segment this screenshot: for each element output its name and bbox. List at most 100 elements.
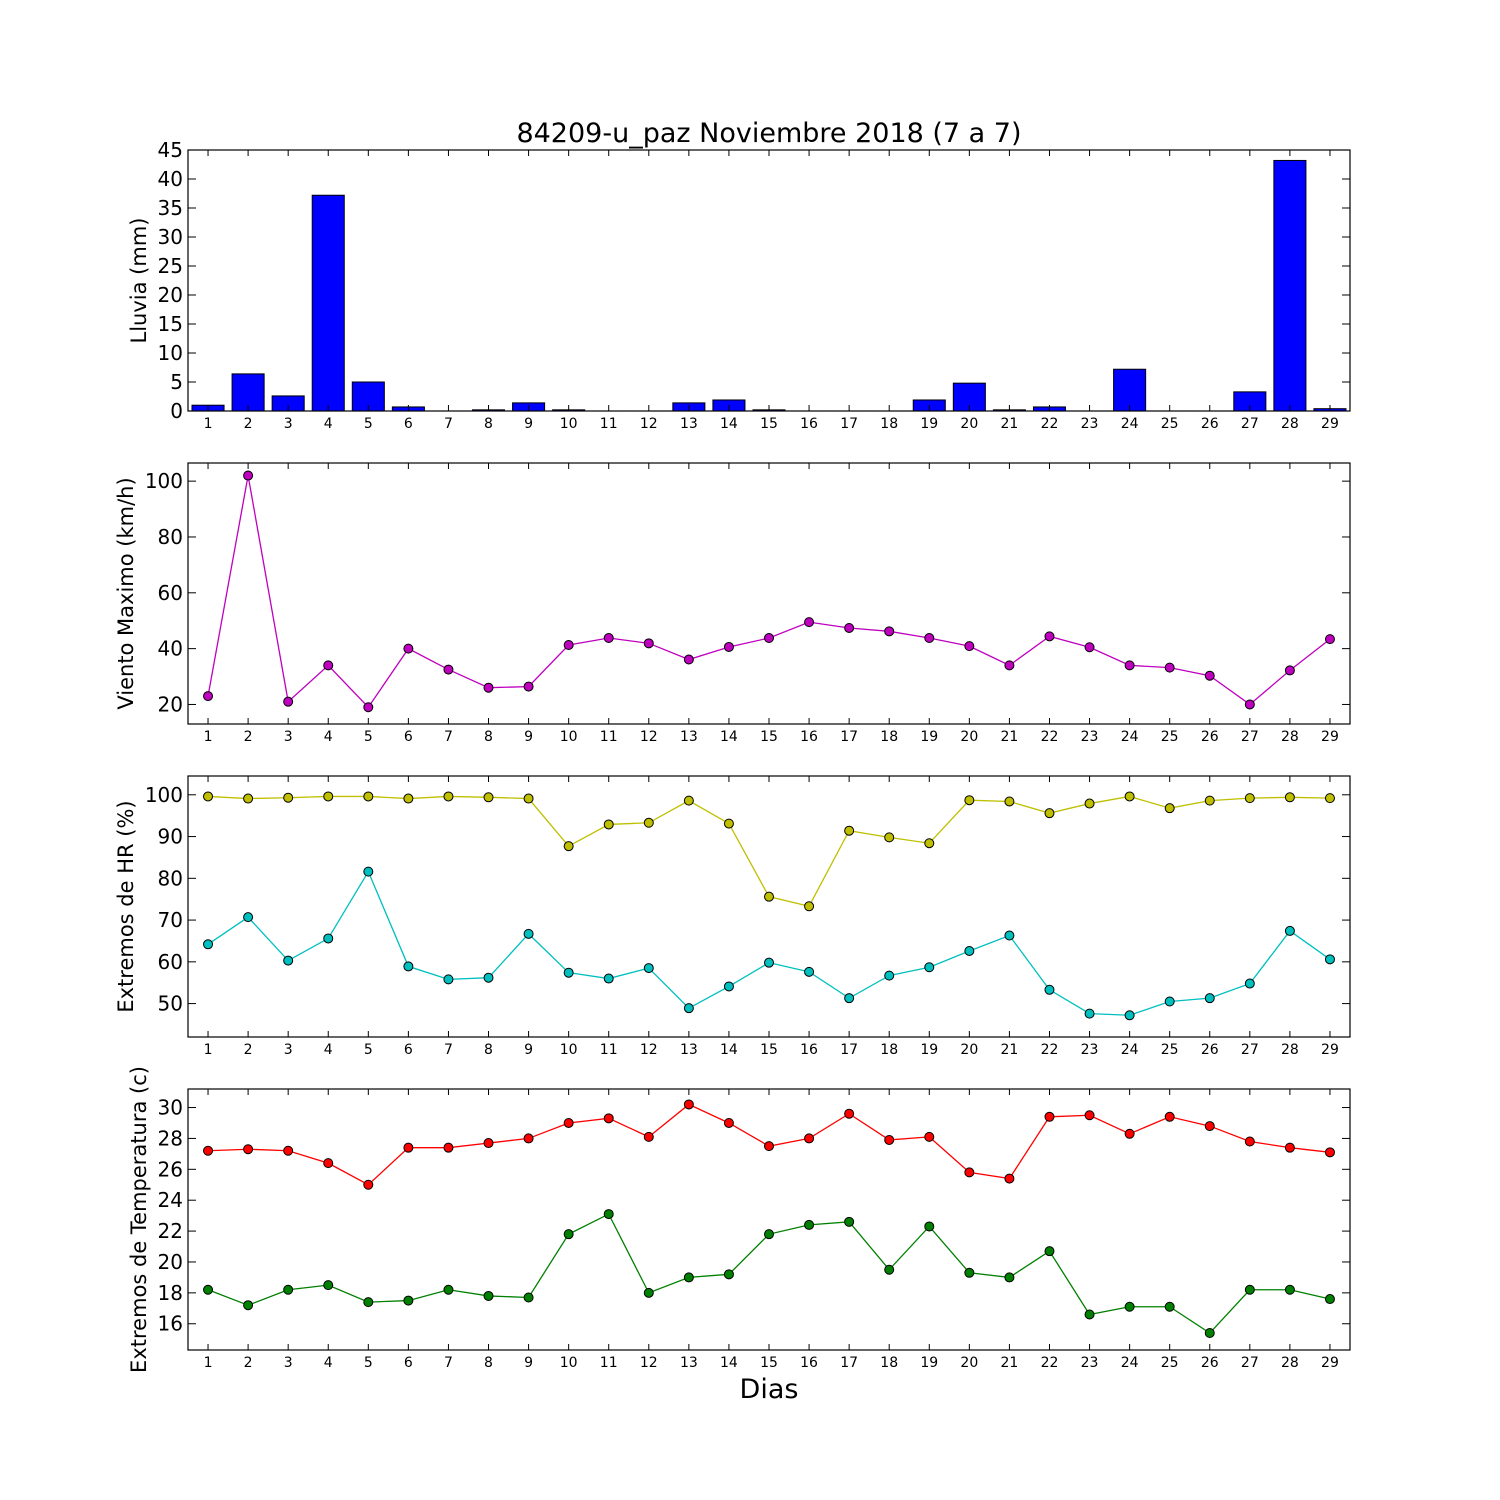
x-tick-label: 12 [640, 416, 658, 432]
x-tick-label: 9 [524, 1042, 533, 1058]
x-tick-label: 24 [1121, 416, 1139, 432]
point-series-2-day-4 [323, 933, 334, 944]
x-tick-label: 3 [284, 1042, 293, 1058]
point-series-1-day-20 [964, 641, 975, 652]
x-tick-label: 1 [204, 1355, 213, 1371]
y-tick-label: 100 [145, 469, 183, 493]
point-series-1-day-26 [1204, 795, 1215, 806]
y-tick-label: 20 [158, 1250, 183, 1274]
x-tick-label: 4 [324, 1042, 333, 1058]
y-axis-label: Viento Maximo (km/h) [114, 477, 138, 709]
x-tick-label: 28 [1281, 1042, 1299, 1058]
x-tick-label: 11 [600, 1355, 618, 1371]
x-tick-label: 14 [720, 729, 738, 745]
x-tick-label: 11 [600, 1042, 618, 1058]
y-axis-label: Lluvia (mm) [127, 218, 151, 344]
x-tick-label: 8 [484, 1355, 493, 1371]
x-tick-label: 2 [244, 416, 253, 432]
point-series-2-day-3 [283, 1284, 294, 1295]
x-tick-label: 11 [600, 729, 618, 745]
point-series-2-day-18 [884, 1264, 895, 1275]
point-series-2-day-13 [683, 1003, 694, 1014]
x-tick-label: 2 [244, 1355, 253, 1371]
x-tick-label: 28 [1281, 729, 1299, 745]
point-series-2-day-10 [563, 1229, 574, 1240]
x-tick-label: 5 [364, 416, 373, 432]
plot-frame [187, 462, 1351, 725]
x-tick-label: 25 [1161, 1042, 1179, 1058]
point-series-1-day-29 [1324, 793, 1335, 804]
x-tick-label: 27 [1241, 729, 1259, 745]
point-series-2-day-2 [243, 912, 254, 923]
point-series-2-day-7 [443, 974, 454, 985]
point-series-1-day-28 [1284, 665, 1295, 676]
x-tick-label: 17 [840, 1355, 858, 1371]
y-tick-label: 90 [158, 825, 183, 849]
x-tick-label: 13 [680, 729, 698, 745]
point-series-1-day-21 [1004, 796, 1015, 807]
y-axis-label: Extremos de HR (%) [114, 800, 138, 1012]
x-tick-label: 24 [1121, 1355, 1139, 1371]
x-tick-label: 14 [720, 1042, 738, 1058]
x-tick-label: 23 [1081, 1042, 1099, 1058]
x-tick-label: 18 [880, 1355, 898, 1371]
x-tick-label: 20 [960, 1355, 978, 1371]
y-tick-label: 5 [170, 370, 183, 394]
x-tick-label: 12 [640, 1355, 658, 1371]
x-tick-label: 7 [444, 416, 453, 432]
point-series-1-day-7 [443, 1142, 454, 1153]
point-series-2-day-11 [603, 1209, 614, 1220]
point-series-1-day-17 [844, 1108, 855, 1119]
point-series-1-day-10 [563, 1117, 574, 1128]
x-tick-label: 25 [1161, 416, 1179, 432]
point-series-1-day-16 [804, 901, 815, 912]
x-tick-label: 27 [1241, 416, 1259, 432]
y-tick-label: 40 [158, 167, 183, 191]
point-series-1-day-5 [363, 791, 374, 802]
point-series-1-day-16 [804, 1133, 815, 1144]
x-tick-label: 1 [204, 416, 213, 432]
point-series-2-day-23 [1084, 1008, 1095, 1019]
x-tick-label: 12 [640, 729, 658, 745]
y-tick-label: 25 [158, 254, 183, 278]
y-tick-label: 30 [158, 1096, 183, 1120]
point-series-2-day-20 [964, 1267, 975, 1278]
x-tick-label: 24 [1121, 1042, 1139, 1058]
x-tick-label: 23 [1081, 729, 1099, 745]
point-series-2-day-2 [243, 1300, 254, 1311]
point-series-1-day-16 [804, 617, 815, 628]
x-tick-label: 17 [840, 416, 858, 432]
point-series-1-day-14 [723, 818, 734, 829]
x-tick-label: 13 [680, 1355, 698, 1371]
x-tick-label: 3 [284, 1355, 293, 1371]
point-series-2-day-16 [804, 966, 815, 977]
x-tick-label: 1 [204, 729, 213, 745]
bar-day-24 [1113, 368, 1147, 412]
y-tick-label: 45 [158, 138, 183, 162]
x-tick-label: 5 [364, 1042, 373, 1058]
point-series-2-day-29 [1324, 1294, 1335, 1305]
panel-4: 1 2 3 4 5 6 7 8 9 10 11 12 13 14 15 16 17 18 19 20 21 22 23 24 2… [127, 1066, 1351, 1373]
point-series-1-day-5 [363, 1179, 374, 1190]
y-tick-label: 35 [158, 196, 183, 220]
y-tick-label: 26 [158, 1157, 183, 1181]
x-tick-label: 21 [1000, 1355, 1018, 1371]
x-tick-label: 26 [1201, 1355, 1219, 1371]
x-tick-label: 21 [1000, 1042, 1018, 1058]
x-tick-label: 29 [1321, 729, 1339, 745]
x-tick-label: 29 [1321, 416, 1339, 432]
point-series-2-day-8 [483, 1290, 494, 1301]
y-tick-label: 70 [158, 908, 183, 932]
x-tick-label: 13 [680, 1042, 698, 1058]
point-series-1-day-23 [1084, 642, 1095, 653]
point-series-2-day-8 [483, 972, 494, 983]
point-series-2-day-19 [924, 1221, 935, 1232]
y-tick-label: 30 [158, 225, 183, 249]
point-series-1-day-23 [1084, 1110, 1095, 1121]
x-tick-label: 10 [560, 416, 578, 432]
point-series-2-day-15 [764, 1229, 774, 1240]
panel-1: 1 2 3 4 5 6 7 8 9 10 11 12 13 14 15 16 17 18 19 20 21 22 23 24 2… [127, 138, 1351, 432]
y-tick-label: 40 [158, 637, 183, 661]
point-series-1-day-14 [723, 641, 734, 652]
